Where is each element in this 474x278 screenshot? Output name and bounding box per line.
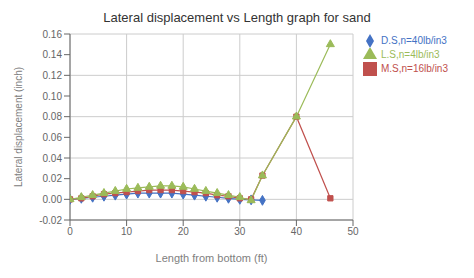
svg-text:0.16: 0.16 (43, 29, 63, 40)
svg-text:40: 40 (291, 226, 303, 237)
html-text:L.S,n=4lb/in3: L.S,n=4lb/in3 (381, 48, 440, 60)
svg-text:0.04: 0.04 (43, 153, 63, 164)
svg-text:50: 50 (347, 226, 359, 237)
svg-text:Lateral displacement (inch): Lateral displacement (inch) (13, 67, 24, 187)
svg-text:0.12: 0.12 (43, 70, 63, 81)
svg-text:-0.02: -0.02 (39, 215, 62, 226)
svg-text:0.08: 0.08 (43, 111, 63, 122)
svg-text:20: 20 (178, 226, 190, 237)
svg-text:0.14: 0.14 (43, 49, 63, 60)
svg-text:0: 0 (67, 226, 73, 237)
html-text:D.S,n=40lb/in3: D.S,n=40lb/in3 (381, 34, 447, 46)
svg-text:10: 10 (121, 226, 133, 237)
svg-text:0.06: 0.06 (43, 132, 63, 143)
html-text:Lateral displacement vs Length: Lateral displacement vs Length graph for… (103, 10, 371, 25)
html-text:M.S,n=16lb/in3: M.S,n=16lb/in3 (381, 62, 448, 74)
svg-text:0.00: 0.00 (43, 194, 63, 205)
svg-text:Length from bottom (ft): Length from bottom (ft) (156, 252, 268, 264)
svg-text:0.10: 0.10 (43, 91, 63, 102)
svg-text:0.02: 0.02 (43, 173, 63, 184)
svg-text:30: 30 (234, 226, 246, 237)
